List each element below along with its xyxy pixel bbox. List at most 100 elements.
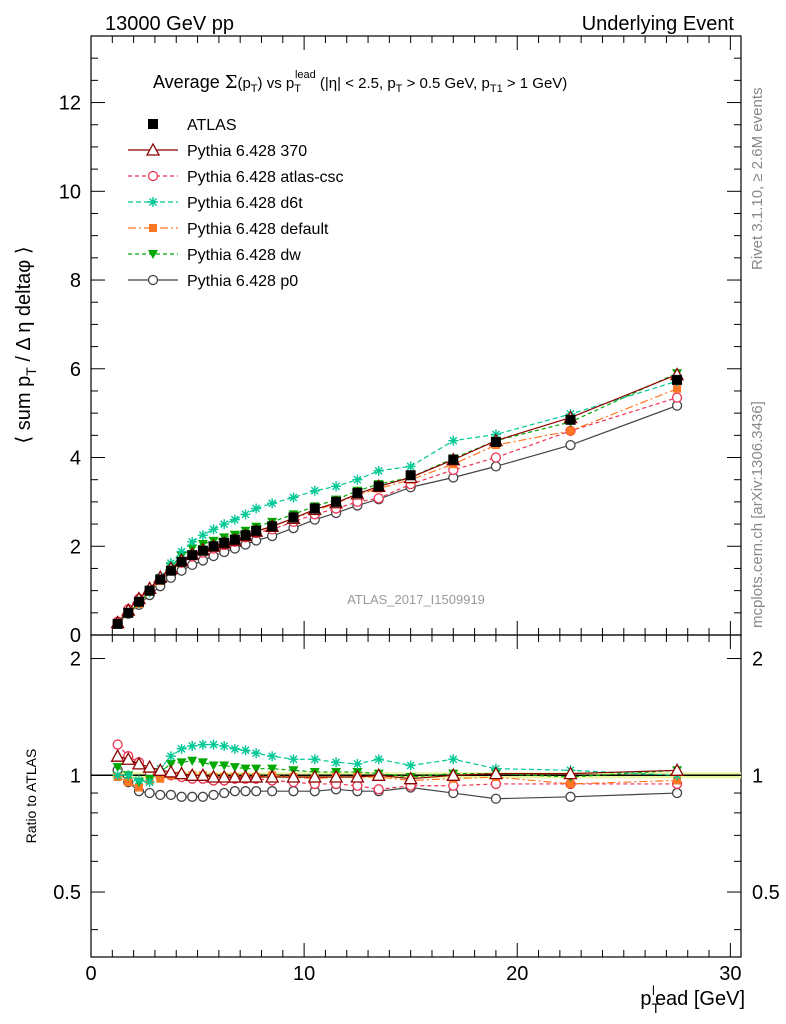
ratio-data-point <box>176 743 187 754</box>
data-point <box>288 512 299 523</box>
y-tick-label-ratio-right: 2 <box>752 649 763 671</box>
y-tick-label-main: 12 <box>59 93 81 115</box>
ratio-data-point <box>288 754 299 765</box>
ratio-data-point <box>251 786 262 797</box>
data-point <box>405 461 416 472</box>
ratio-data-point <box>288 786 299 797</box>
ratio-series-pythia-6-428-atlas-csc <box>112 739 683 795</box>
data-point <box>123 607 134 618</box>
legend-entry-atlas: ATLAS <box>148 117 237 134</box>
ratio-data-point <box>165 789 177 801</box>
ratio-data-point <box>251 764 262 774</box>
data-point <box>565 439 576 451</box>
ratio-data-point <box>266 786 278 797</box>
x-axis-label: pTlead [GeV] <box>640 983 745 1016</box>
legend-label: ATLAS <box>187 117 237 134</box>
y-tick-label-main: 0 <box>70 625 81 647</box>
ratio-y-axis-label: Ratio to ATLAS <box>23 749 39 844</box>
ratio-data-point <box>197 758 208 768</box>
data-point <box>208 524 219 535</box>
ratio-data-point <box>565 791 576 802</box>
y-tick-label-main: 10 <box>59 181 81 203</box>
ratio-data-point <box>671 787 683 799</box>
legend-entry-pythia-6-428-atlas-csc: Pythia 6.428 atlas-csc <box>128 169 344 186</box>
x-tick-label: 0 <box>85 963 96 985</box>
ratio-data-point <box>155 789 166 801</box>
legend-label: Pythia 6.428 atlas-csc <box>187 169 344 186</box>
header-right: Underlying Event <box>582 13 735 35</box>
ratio-data-point <box>307 769 322 783</box>
data-point <box>133 596 144 607</box>
data-point <box>176 546 187 557</box>
ratio-data-point <box>240 745 251 756</box>
ratio-data-point <box>112 770 123 781</box>
ratio-data-point <box>144 787 155 799</box>
series-line <box>117 388 678 625</box>
ratio-data-point <box>110 748 125 762</box>
data-point <box>251 503 262 514</box>
x-tick-label: 20 <box>506 963 528 985</box>
legend-entry-pythia-6-428-370: Pythia 6.428 370 <box>128 142 307 160</box>
legend-label: Pythia 6.428 p0 <box>187 273 298 290</box>
mcplots-label: mcplots.cern.ch [arXiv:1306.3436] <box>749 401 766 628</box>
data-point <box>155 574 166 585</box>
data-point <box>144 585 155 596</box>
ratio-data-point <box>405 760 416 771</box>
data-point <box>240 530 251 541</box>
legend-marker <box>147 274 159 286</box>
data-point <box>490 461 502 472</box>
ratio-data-point <box>123 770 134 781</box>
legend-marker <box>148 197 158 207</box>
ratio-data-point <box>249 769 264 783</box>
data-point <box>251 525 262 536</box>
ratio-data-point <box>448 754 459 765</box>
ratio-data-point <box>219 761 230 771</box>
data-point <box>373 465 384 476</box>
ratio-data-point <box>219 740 230 751</box>
data-point <box>187 559 198 571</box>
ratio-data-point <box>446 767 461 781</box>
data-point <box>288 492 299 503</box>
data-point <box>331 496 342 507</box>
x-tick-label: 10 <box>293 963 315 985</box>
y-tick-label-ratio: 2 <box>70 649 81 671</box>
data-point <box>565 414 576 425</box>
ratio-data-point <box>121 751 136 765</box>
ratio-data-point <box>217 769 232 783</box>
ratio-data-point <box>227 769 242 783</box>
data-point <box>309 485 320 496</box>
ratio-data-point <box>142 759 157 773</box>
ratio-plot-frame <box>90 634 742 958</box>
legend-label: Pythia 6.428 dw <box>187 247 301 264</box>
data-point <box>373 481 384 492</box>
y-tick-label-ratio-right: 1 <box>752 765 763 787</box>
analysis-watermark: ATLAS_2017_I1509919 <box>347 592 485 607</box>
series-line <box>117 405 678 624</box>
series-line <box>117 372 678 624</box>
data-point <box>267 521 278 532</box>
series-pythia-6-428-370 <box>110 367 685 629</box>
ratio-data-point <box>153 762 168 776</box>
ratio-data-point <box>165 751 176 762</box>
ratio-data-point <box>373 754 384 765</box>
legend: ATLAS Pythia 6.428 370 Pythia 6.428 atlas-… <box>128 117 344 290</box>
data-point <box>229 514 240 525</box>
legend-entry-pythia-6-428-p0: Pythia 6.428 p0 <box>128 273 298 290</box>
series-pythia-6-428-dw <box>112 369 683 629</box>
data-point <box>197 545 208 556</box>
ratio-data-point <box>251 748 262 759</box>
ratio-data-point <box>174 766 189 780</box>
data-point <box>352 488 363 499</box>
ratio-data-point <box>563 766 578 780</box>
y-tick-label-main: 8 <box>70 270 81 292</box>
data-point <box>197 530 208 541</box>
y-tick-label-ratio: 0.5 <box>53 882 81 904</box>
data-point <box>352 474 363 485</box>
legend-entry-pythia-6-428-default: Pythia 6.428 default <box>128 221 329 238</box>
data-point <box>219 519 230 530</box>
data-point <box>176 556 187 567</box>
data-point <box>112 618 123 629</box>
ratio-data-point <box>176 791 187 802</box>
ratio-data-point <box>490 793 502 804</box>
